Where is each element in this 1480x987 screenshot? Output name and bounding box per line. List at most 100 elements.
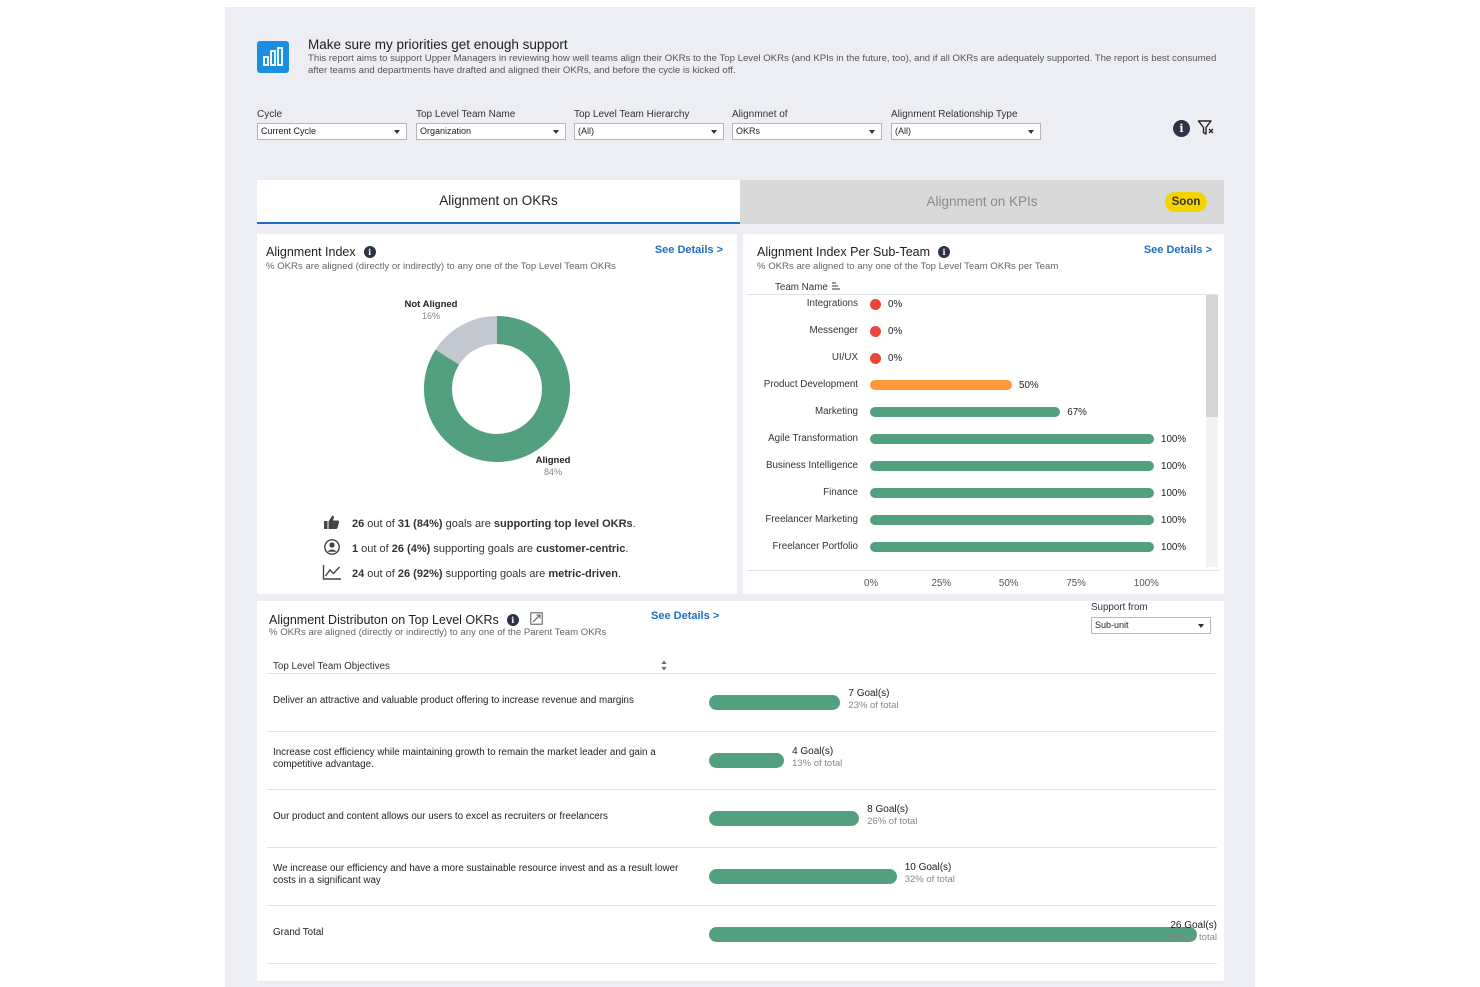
team-bar[interactable] — [870, 380, 1012, 390]
support-from-select[interactable]: Sub-unit — [1091, 617, 1211, 634]
team-bar[interactable] — [870, 488, 1154, 498]
objective-row[interactable]: Our product and content allows our users… — [267, 790, 1217, 848]
team-name-column-header[interactable]: Team Name — [775, 282, 841, 293]
team-name: Business Intelligence — [765, 460, 858, 471]
top-level-team-hierarchy-select[interactable]: (All) — [574, 123, 724, 140]
team-value: 0% — [888, 353, 903, 364]
not-aligned-label: Not Aligned — [404, 299, 458, 310]
info-icon[interactable]: i — [506, 614, 519, 626]
subteam-title: Alignment Index Per Sub-Team i — [757, 245, 951, 259]
see-details-link[interactable]: See Details > — [651, 610, 720, 622]
objective-goal-bar[interactable] — [709, 869, 897, 884]
objective-text: Our product and content allows our users… — [273, 811, 608, 822]
team-value: 100% — [1161, 434, 1187, 445]
stat-text: out of — [364, 518, 398, 530]
alignment-index-title: Alignment Index i — [266, 245, 376, 259]
info-icon[interactable]: i — [938, 246, 951, 258]
alignment-index-panel: Alignment Index i % OKRs are aligned (dir… — [257, 234, 737, 594]
team-bar[interactable] — [870, 407, 1061, 417]
objective-row[interactable]: Increase cost efficiency while maintaini… — [267, 732, 1217, 790]
aligned-percent: 84% — [543, 467, 562, 477]
alignment-index-title-text: Alignment Index — [266, 245, 356, 259]
objective-row[interactable]: Grand Total 26 Goal(s) 84% of total — [267, 906, 1217, 964]
objectives-column-header[interactable]: Top Level Team Objectives — [273, 661, 390, 672]
team-bar[interactable] — [870, 299, 881, 310]
team-name: Agile Transformation — [768, 433, 858, 444]
objective-goal-bar[interactable] — [709, 927, 1197, 942]
objective-goal-percent: 23% of total — [848, 700, 899, 711]
header-divider — [267, 673, 1217, 674]
team-bar[interactable] — [870, 434, 1154, 444]
distribution-subtitle: % OKRs are aligned (directly or indirect… — [269, 627, 607, 638]
stat-text: goals are — [442, 518, 494, 530]
team-row[interactable]: Messenger 0% — [743, 323, 1213, 339]
sort-icon[interactable] — [831, 282, 841, 290]
team-row[interactable]: Product Development 50% — [743, 377, 1213, 393]
cycle-select[interactable]: Current Cycle — [257, 123, 407, 140]
axis-line — [747, 570, 1219, 571]
team-row[interactable]: Integrations 0% — [743, 296, 1213, 312]
team-bar[interactable] — [870, 326, 881, 337]
stat-customer-centric: 1 out of 26 (4%) supporting goals are cu… — [322, 539, 628, 555]
page-description: This report aims to support Upper Manage… — [308, 53, 1217, 76]
team-row[interactable]: Agile Transformation 100% — [743, 431, 1213, 447]
objective-goal-count: 10 Goal(s) — [904, 862, 952, 873]
team-row[interactable]: Finance 100% — [743, 485, 1213, 501]
support-from-filter: Sub-unit — [1091, 617, 1211, 634]
objective-goal-bar[interactable] — [709, 811, 860, 826]
info-icon[interactable]: i — [1173, 120, 1190, 137]
objective-goal-percent: 32% of total — [904, 874, 955, 885]
team-row[interactable]: Freelancer Portfolio 100% — [743, 539, 1213, 555]
filter-label: Alignmnet of — [732, 109, 788, 120]
filter-funnel-icon[interactable] — [1197, 119, 1215, 137]
objective-row[interactable]: Deliver an attractive and valuable produ… — [267, 674, 1217, 732]
stat-end: . — [618, 568, 622, 580]
tab-alignment-on-okrs[interactable]: Alignment on OKRs — [257, 180, 740, 224]
team-bar[interactable] — [870, 353, 881, 364]
filter-top-level-team-hierarchy: Top Level Team Hierarchy (All) — [574, 109, 724, 140]
team-bar[interactable] — [870, 461, 1154, 471]
team-value: 100% — [1161, 461, 1187, 472]
stat-text: out of — [358, 543, 392, 555]
sort-icon[interactable] — [661, 660, 667, 671]
stat-number: 26 — [352, 518, 365, 530]
team-name: Finance — [823, 487, 858, 498]
filter-label: Cycle — [257, 109, 283, 120]
top-level-team-name-select[interactable]: Organization — [416, 123, 566, 140]
info-icon[interactable]: i — [363, 246, 376, 258]
tab-alignment-on-kpis[interactable]: Alignment on KPIs — [740, 180, 1224, 224]
see-details-link[interactable]: See Details > — [1143, 244, 1212, 256]
filter-alignment-of: Alignmnet of OKRs — [732, 109, 882, 140]
objective-goal-bar[interactable] — [709, 753, 785, 768]
alignment-of-select[interactable]: OKRs — [732, 123, 882, 140]
not-aligned-percent: 16% — [421, 311, 440, 321]
objective-goal-count: 7 Goal(s) — [848, 688, 890, 699]
alignment-donut-chart — [424, 316, 570, 462]
stat-emphasis: customer-centric — [536, 543, 626, 555]
expand-chart-icon[interactable] — [530, 612, 543, 625]
see-details-link[interactable]: See Details > — [654, 244, 723, 256]
objective-goal-percent: 84% of total — [1166, 932, 1217, 943]
objective-goal-count: 8 Goal(s) — [867, 804, 909, 815]
alignment-index-subtitle: % OKRs are aligned (directly or indirect… — [266, 261, 616, 272]
stat-number: 24 — [352, 568, 365, 580]
subteam-subtitle: % OKRs are aligned to any one of the Top… — [757, 261, 1059, 272]
stat-text: supporting goals are — [430, 543, 537, 555]
distribution-title: Alignment Distributon on Top Level OKRs i — [269, 612, 543, 627]
team-bar[interactable] — [870, 542, 1154, 552]
alignment-relationship-type-select[interactable]: (All) — [891, 123, 1041, 140]
stat-total: 31 (84%) — [397, 518, 443, 530]
team-row[interactable]: Marketing 67% — [743, 404, 1213, 420]
team-name: UI/UX — [831, 352, 858, 363]
team-row[interactable]: Business Intelligence 100% — [743, 458, 1213, 474]
objective-text: Grand Total — [273, 927, 324, 938]
scrollbar-thumb[interactable] — [1206, 295, 1218, 417]
team-name-header-text: Team Name — [775, 282, 828, 293]
objective-row[interactable]: We increase our efficiency and have a mo… — [267, 848, 1217, 906]
team-row[interactable]: UI/UX 0% — [743, 350, 1213, 366]
team-value: 67% — [1067, 407, 1087, 418]
team-bar[interactable] — [870, 515, 1154, 525]
team-name: Product Development — [763, 379, 858, 390]
team-row[interactable]: Freelancer Marketing 100% — [743, 512, 1213, 528]
objective-goal-bar[interactable] — [709, 695, 841, 710]
